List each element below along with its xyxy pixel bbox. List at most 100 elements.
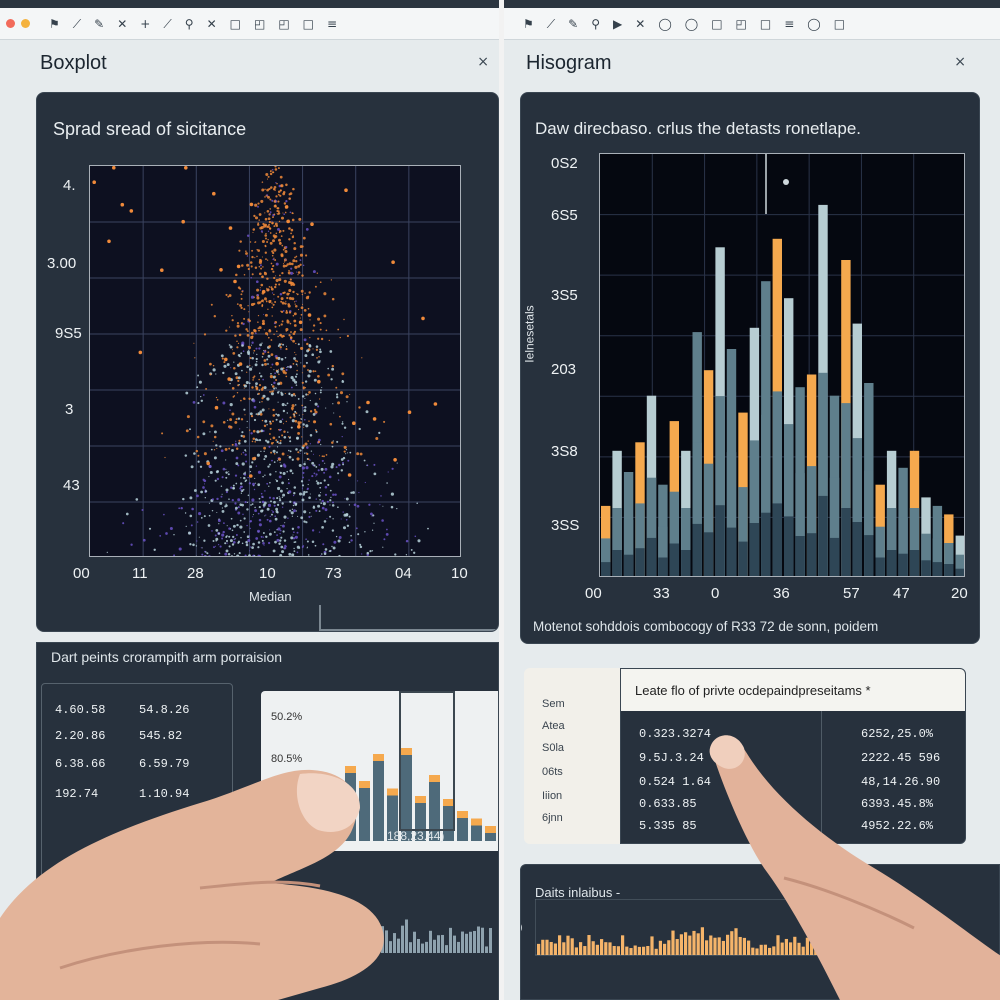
histogram-bar-base (726, 527, 737, 576)
flag-icon[interactable]: ⚑ (49, 16, 60, 31)
data-point (319, 455, 321, 457)
square-icon[interactable]: □ (711, 16, 723, 31)
plus-icon[interactable]: + (140, 16, 151, 31)
list-icon[interactable]: ≡ (327, 16, 338, 31)
data-point (250, 414, 254, 418)
data-point (263, 224, 267, 228)
data-point (213, 449, 216, 451)
bottom-bar (595, 944, 599, 955)
square-icon[interactable]: □ (833, 16, 846, 31)
flag-icon[interactable]: ⚑ (523, 16, 534, 31)
data-point (232, 484, 235, 487)
data-point (278, 542, 281, 545)
data-point (295, 354, 297, 356)
data-point (242, 513, 244, 516)
data-point (253, 375, 256, 378)
data-point (218, 552, 221, 554)
circle-icon[interactable]: ◯ (658, 16, 672, 31)
data-point (371, 550, 374, 552)
brush-icon[interactable]: ✎ (94, 16, 105, 31)
play-icon[interactable]: ▶ (613, 16, 623, 31)
shapes-icon[interactable]: ◰ (278, 16, 290, 31)
data-point (212, 440, 214, 442)
data-point (243, 384, 248, 388)
data-point (326, 500, 329, 503)
data-point (142, 538, 146, 542)
x-tick-label: 73 (325, 565, 342, 582)
data-point (302, 476, 305, 479)
cross-icon[interactable]: ✕ (206, 16, 217, 31)
data-point (285, 368, 288, 372)
data-point (275, 413, 278, 416)
data-point (246, 234, 250, 237)
square-icon[interactable]: □ (759, 16, 772, 31)
data-point (292, 314, 295, 317)
data-point (268, 463, 271, 466)
table-cell: 54.8.26 (139, 703, 190, 717)
data-point (283, 279, 287, 283)
outlier-point (284, 205, 289, 209)
data-point (323, 479, 326, 482)
bottom-bar (654, 948, 658, 955)
histogram-bar-base (738, 541, 748, 576)
list-value: 0.633.85 (639, 797, 697, 811)
data-point (173, 554, 176, 556)
data-point (321, 506, 325, 510)
mini-chart-card[interactable]: 50.2% 80.5% (261, 691, 498, 851)
outlier-point (347, 473, 352, 477)
selection-box[interactable] (399, 691, 455, 831)
window-close-dot[interactable] (6, 19, 15, 28)
data-point (226, 542, 228, 544)
data-point (184, 512, 187, 514)
window-minimize-dot[interactable] (21, 19, 30, 28)
close-icon[interactable]: × (477, 54, 489, 70)
cross-icon[interactable]: ✕ (635, 16, 646, 31)
data-point (247, 349, 250, 351)
circle-icon[interactable]: ◯ (807, 16, 821, 31)
data-point (281, 434, 284, 437)
diagonal-icon[interactable]: ⟋ (546, 16, 556, 31)
data-point (283, 546, 287, 550)
data-point (148, 527, 152, 530)
data-point (216, 511, 218, 514)
shapes-icon[interactable]: ◰ (253, 16, 266, 31)
close-icon[interactable]: × (954, 54, 966, 70)
data-point (246, 542, 248, 544)
spark-bar (389, 941, 392, 953)
diagonal-icon[interactable]: ⟋ (163, 16, 172, 31)
mini-bar (345, 766, 356, 841)
data-point (283, 335, 285, 337)
data-point (341, 435, 343, 438)
square-icon[interactable]: □ (302, 16, 314, 31)
data-point (261, 239, 265, 244)
circle-icon[interactable]: ◯ (684, 16, 699, 31)
bottom-bar (667, 940, 671, 955)
y-tick-label: 3.00 (47, 255, 77, 272)
shapes-icon[interactable]: ◰ (735, 16, 747, 31)
close-icon[interactable]: ✕ (117, 16, 128, 31)
data-point (225, 476, 228, 479)
split-divider[interactable] (499, 0, 504, 1000)
pin-icon[interactable]: ⚲ (591, 16, 601, 31)
list-icon[interactable]: ≡ (784, 16, 795, 31)
brush-icon[interactable]: ✎ (568, 16, 579, 31)
data-point (240, 418, 244, 421)
square-icon[interactable]: □ (229, 16, 241, 31)
data-point (278, 278, 282, 282)
list-side-column: Sem Atea S0la 06ts Iiion 6jnn (524, 668, 620, 844)
data-point (240, 482, 243, 485)
list-value: 6252,25.0% (861, 727, 934, 741)
data-point (303, 462, 306, 466)
diagonal-icon[interactable]: ⟋ (72, 16, 82, 31)
bottom-bar (545, 939, 549, 955)
data-point (315, 498, 317, 500)
data-point (263, 450, 265, 453)
data-point (187, 531, 192, 535)
pin-icon[interactable]: ⚲ (184, 16, 194, 31)
data-point (294, 419, 298, 423)
data-point (233, 367, 236, 370)
data-point (196, 540, 198, 542)
data-point (300, 480, 304, 483)
data-point (356, 504, 360, 508)
data-point (203, 539, 206, 542)
